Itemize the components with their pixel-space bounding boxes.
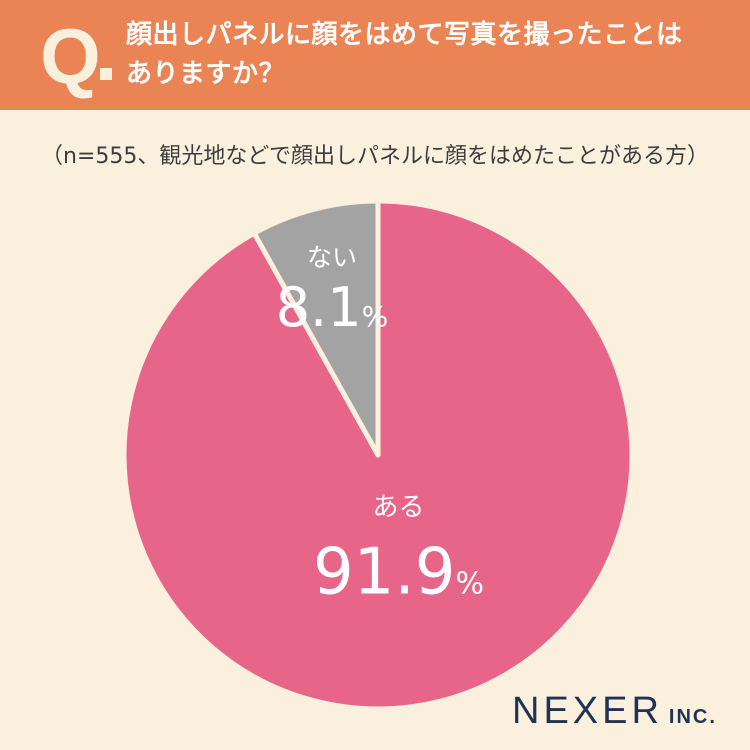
slice-value-label: 8.1% xyxy=(276,276,389,339)
pie-slice-1 xyxy=(251,198,381,458)
brand-logo: NEXER INC. xyxy=(512,690,717,732)
question-header: Q 顔出しパネルに顔をはめて写真を撮ったことは ありますか？ xyxy=(0,0,750,110)
sample-note: （n=555、観光地などで顔出しパネルに顔をはめたことがある方） xyxy=(41,144,709,169)
q-letter: Q xyxy=(40,12,101,100)
brand-suffix: INC. xyxy=(668,706,717,728)
question-line-1: 顔出しパネルに顔をはめて写真を撮ったことは xyxy=(126,20,683,50)
brand-name: NEXER xyxy=(512,690,663,732)
slice-category-label: ない xyxy=(307,243,357,272)
q-dot xyxy=(100,68,112,80)
slice-value-label: 91.9% xyxy=(313,536,484,610)
slice-category-label: ある xyxy=(372,493,424,523)
question-line-2: ありますか？ xyxy=(126,59,286,89)
question-text: 顔出しパネルに顔をはめて写真を撮ったことは ありますか？ xyxy=(126,16,736,94)
